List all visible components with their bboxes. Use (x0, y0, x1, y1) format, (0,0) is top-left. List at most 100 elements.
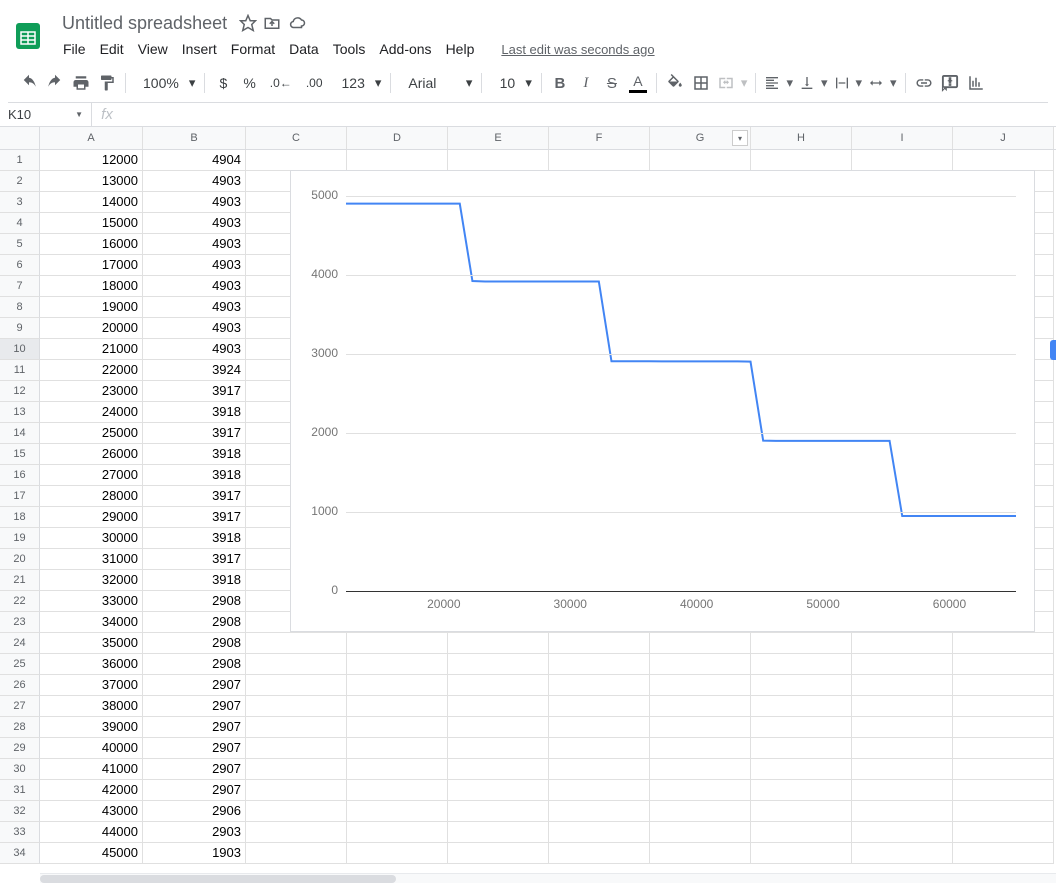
cell[interactable]: 31000 (40, 549, 143, 570)
row-header[interactable]: 4 (0, 213, 40, 234)
cell[interactable]: 3918 (143, 465, 246, 486)
name-box[interactable]: K10▼ (0, 103, 92, 126)
cell[interactable] (246, 759, 347, 780)
cell[interactable]: 2908 (143, 612, 246, 633)
cell[interactable] (650, 759, 751, 780)
cell[interactable]: 32000 (40, 570, 143, 591)
cell[interactable] (650, 696, 751, 717)
col-header-a[interactable]: A (40, 127, 143, 149)
cell[interactable]: 4903 (143, 276, 246, 297)
fill-color-button[interactable] (662, 70, 688, 96)
cell[interactable] (448, 843, 549, 864)
font-family-dropdown[interactable]: Arial▾ (396, 70, 476, 96)
cell[interactable]: 28000 (40, 486, 143, 507)
row-header[interactable]: 9 (0, 318, 40, 339)
cell[interactable]: 25000 (40, 423, 143, 444)
cell[interactable]: 13000 (40, 171, 143, 192)
cell[interactable] (246, 717, 347, 738)
cell[interactable]: 14000 (40, 192, 143, 213)
cell[interactable] (549, 717, 650, 738)
cell[interactable]: 2907 (143, 759, 246, 780)
cell[interactable] (852, 738, 953, 759)
paint-format-button[interactable] (94, 70, 120, 96)
cell[interactable]: 4903 (143, 192, 246, 213)
cell[interactable] (246, 738, 347, 759)
cell[interactable] (246, 696, 347, 717)
embedded-chart[interactable]: 0100020003000400050002000030000400005000… (290, 170, 1035, 632)
cell[interactable] (246, 633, 347, 654)
cell[interactable] (549, 150, 650, 171)
cell[interactable]: 43000 (40, 801, 143, 822)
last-edit-link[interactable]: Last edit was seconds ago (501, 42, 654, 57)
cell[interactable] (448, 822, 549, 843)
cell[interactable] (448, 759, 549, 780)
cell[interactable]: 2907 (143, 717, 246, 738)
menu-data[interactable]: Data (282, 37, 326, 61)
cell[interactable]: 4903 (143, 234, 246, 255)
text-color-button[interactable]: A (625, 70, 651, 96)
cell[interactable] (953, 738, 1054, 759)
percent-button[interactable]: % (236, 70, 262, 96)
cell[interactable] (953, 843, 1054, 864)
cell[interactable] (347, 738, 448, 759)
col-header-g[interactable]: G▾ (650, 127, 751, 149)
cell[interactable]: 3917 (143, 507, 246, 528)
cloud-icon[interactable] (287, 14, 307, 32)
cell[interactable] (347, 780, 448, 801)
cell[interactable]: 23000 (40, 381, 143, 402)
cell[interactable]: 29000 (40, 507, 143, 528)
horizontal-scrollbar[interactable] (40, 873, 1056, 883)
cell[interactable]: 17000 (40, 255, 143, 276)
cell[interactable]: 30000 (40, 528, 143, 549)
cell[interactable]: 2903 (143, 822, 246, 843)
rotate-button[interactable]: ▾ (865, 70, 900, 96)
row-header[interactable]: 24 (0, 633, 40, 654)
cell[interactable] (246, 675, 347, 696)
cell[interactable] (650, 738, 751, 759)
row-header[interactable]: 11 (0, 360, 40, 381)
filter-icon[interactable]: ▾ (732, 130, 748, 146)
cell[interactable]: 2906 (143, 801, 246, 822)
cell[interactable]: 36000 (40, 654, 143, 675)
cell[interactable]: 22000 (40, 360, 143, 381)
cell[interactable] (751, 675, 852, 696)
cell[interactable] (549, 759, 650, 780)
increase-decimal-button[interactable]: .00 (299, 70, 330, 96)
cell[interactable] (650, 801, 751, 822)
cell[interactable] (953, 633, 1054, 654)
cell[interactable]: 3918 (143, 444, 246, 465)
move-icon[interactable] (263, 14, 281, 32)
cell[interactable]: 3917 (143, 423, 246, 444)
cell[interactable] (751, 150, 852, 171)
cell[interactable] (852, 675, 953, 696)
row-header[interactable]: 27 (0, 696, 40, 717)
explore-tab[interactable] (1050, 340, 1056, 360)
cell[interactable]: 4903 (143, 213, 246, 234)
cell[interactable] (246, 801, 347, 822)
cell[interactable] (650, 780, 751, 801)
cell[interactable] (953, 150, 1054, 171)
row-header[interactable]: 23 (0, 612, 40, 633)
cell[interactable] (852, 801, 953, 822)
cell[interactable] (852, 759, 953, 780)
cell[interactable] (953, 654, 1054, 675)
cell[interactable] (650, 717, 751, 738)
row-header[interactable]: 12 (0, 381, 40, 402)
row-header[interactable]: 29 (0, 738, 40, 759)
cell[interactable]: 45000 (40, 843, 143, 864)
menu-help[interactable]: Help (439, 37, 482, 61)
cell[interactable]: 16000 (40, 234, 143, 255)
col-header-c[interactable]: C (246, 127, 347, 149)
cell[interactable]: 3917 (143, 381, 246, 402)
menu-format[interactable]: Format (224, 37, 282, 61)
cell[interactable] (650, 822, 751, 843)
row-header[interactable]: 25 (0, 654, 40, 675)
link-button[interactable] (911, 70, 937, 96)
zoom-dropdown[interactable]: 100%▾ (131, 70, 199, 96)
cell[interactable]: 2908 (143, 591, 246, 612)
wrap-button[interactable]: ▾ (831, 70, 866, 96)
row-header[interactable]: 6 (0, 255, 40, 276)
cell[interactable] (448, 780, 549, 801)
cell[interactable] (953, 675, 1054, 696)
cell[interactable] (448, 654, 549, 675)
